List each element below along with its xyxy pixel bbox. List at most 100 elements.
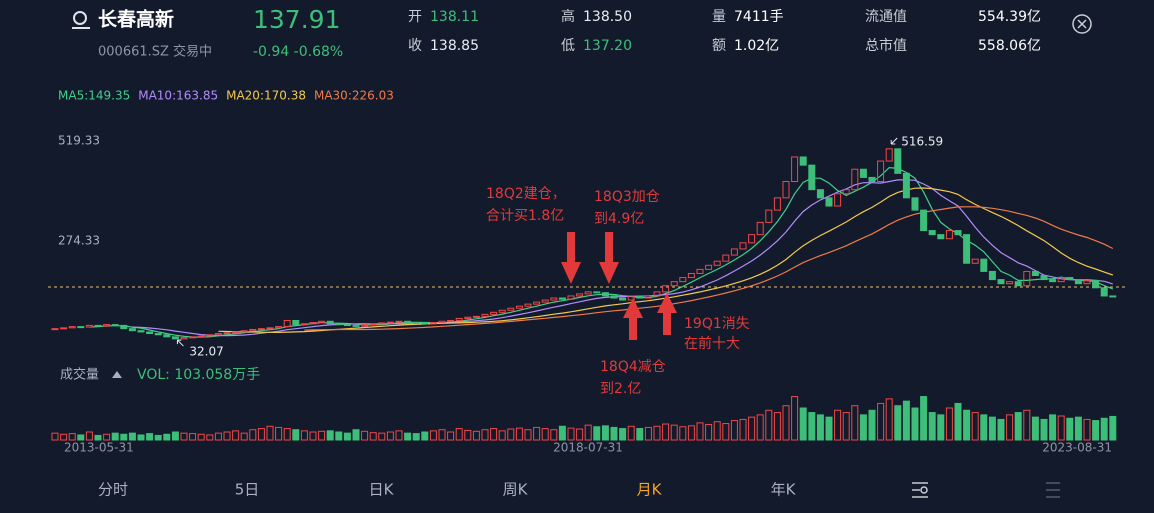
volume-bar [902, 400, 910, 441]
candle [988, 270, 996, 281]
candle [180, 337, 188, 340]
candle [920, 209, 928, 232]
candle [266, 327, 274, 330]
field-value: 554.39亿 [978, 9, 1041, 25]
volume-bar [696, 422, 704, 441]
candle [980, 258, 988, 272]
candle [825, 197, 833, 207]
volume-bar [644, 426, 652, 441]
candle [937, 234, 945, 240]
candle [421, 322, 429, 325]
field-value: 1.02亿 [734, 38, 779, 54]
tabs: 分时 5日 日K 周K 月K 年K [98, 481, 797, 499]
field-label: 流通值 [865, 9, 907, 25]
volume-bar [920, 396, 928, 441]
volume-bar [154, 434, 162, 441]
candle [1109, 295, 1117, 298]
candle [799, 156, 807, 166]
volume-bar [412, 433, 420, 441]
volume-bar [1083, 418, 1091, 441]
annotation: 18Q4减仓 [600, 359, 666, 375]
volume-bar [584, 424, 592, 441]
volume-bar [283, 428, 291, 441]
candle [171, 336, 179, 340]
tab[interactable]: 年K [771, 481, 797, 499]
candle [189, 336, 197, 339]
tab[interactable]: 日K [369, 481, 395, 499]
candle [558, 297, 566, 300]
field-label: 量 [712, 9, 726, 25]
candle [300, 323, 308, 326]
annotation: 19Q1消失 [684, 316, 750, 332]
candle [1100, 287, 1108, 297]
field-value: 558.06亿 [978, 38, 1041, 54]
annotation: 合计买1.8亿 [486, 208, 564, 224]
volume-bar [662, 423, 670, 441]
volume-bar [111, 432, 119, 441]
volume-bar [335, 431, 343, 441]
volume-bar [77, 434, 85, 441]
candle [249, 328, 257, 332]
candle [515, 305, 523, 309]
volume-bar [343, 432, 351, 441]
volume-bar [421, 431, 429, 441]
candle [283, 319, 291, 328]
candle [1023, 270, 1031, 287]
volume-bar [885, 398, 893, 441]
annotation: 到2.亿 [600, 381, 641, 397]
candle [60, 327, 68, 330]
high-pointer [890, 137, 898, 145]
candle [128, 328, 136, 332]
candle [137, 330, 145, 333]
tab[interactable]: 月K [637, 481, 663, 499]
date-label: 2013-05-31 [64, 441, 134, 455]
candle [954, 230, 962, 236]
candle [636, 295, 644, 299]
volume-bar [137, 434, 145, 441]
volume-bar [1109, 415, 1117, 441]
volume-bar [1031, 416, 1039, 441]
field-label: 总市值 [865, 37, 907, 54]
candle [653, 291, 661, 297]
volume-text: VOL: 103.058万手 [137, 367, 260, 383]
volume-bar [963, 409, 971, 441]
volume-bar [1066, 417, 1074, 441]
volume-bar [257, 428, 265, 441]
volume-bar [472, 430, 480, 441]
volume-bar [954, 402, 962, 441]
field-value: 137.20 [583, 38, 632, 54]
candle [662, 285, 670, 293]
ma-line [89, 166, 1114, 338]
volume-bar [498, 430, 506, 441]
candle [1006, 281, 1014, 285]
volume-bar [576, 428, 584, 441]
candle [352, 324, 360, 327]
volume-bar [300, 430, 308, 441]
tab[interactable]: 5日 [235, 481, 260, 499]
candle [1092, 279, 1100, 289]
volume-bar [550, 429, 558, 441]
volume-bar [739, 418, 747, 441]
volume-bar [567, 427, 575, 441]
volume-bar [197, 433, 205, 441]
tab[interactable]: 分时 [98, 481, 128, 499]
volume-bar [438, 429, 446, 441]
volume-bar [627, 425, 635, 441]
candle [1074, 279, 1082, 285]
volume-title[interactable]: 成交量 [60, 367, 99, 383]
annotation: 到4.9亿 [594, 211, 644, 227]
close-button[interactable] [1072, 14, 1092, 34]
candle [154, 333, 162, 336]
candle [206, 334, 214, 337]
low-label: 32.07 [189, 345, 223, 359]
ma-legend: MA20:170.38 [226, 89, 306, 103]
volume-bar [601, 425, 609, 441]
volume-bar [60, 433, 68, 441]
volume-bar [180, 432, 188, 441]
tab[interactable]: 周K [503, 481, 529, 499]
volume-bar [94, 434, 102, 441]
volume-bar [318, 430, 326, 441]
dropdown-icon [112, 371, 122, 378]
volume-bar [481, 429, 489, 441]
